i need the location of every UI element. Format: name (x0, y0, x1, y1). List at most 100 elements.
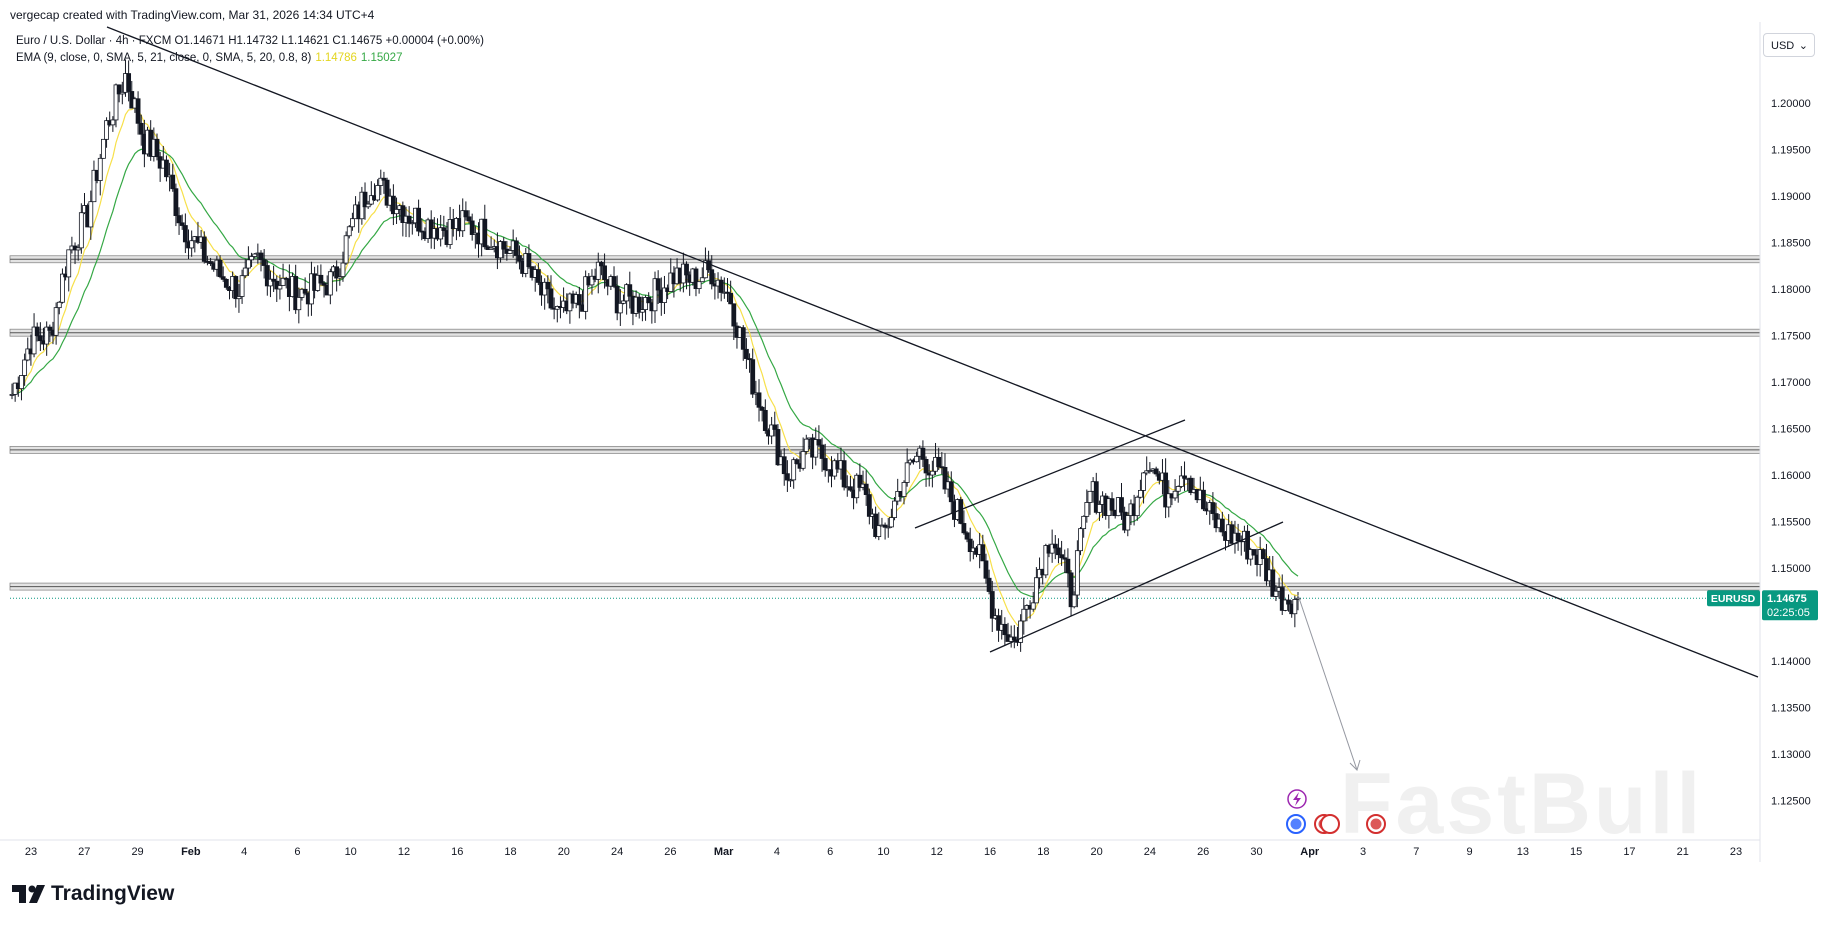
candle-body (409, 222, 415, 225)
candle-body (1235, 532, 1241, 542)
candle-body (362, 191, 368, 208)
candle-body (819, 444, 825, 459)
x-tick-label: 21 (1677, 846, 1689, 858)
candle-body (1068, 572, 1074, 608)
candle-body (747, 358, 752, 361)
currency-button[interactable]: USD ⌄ (1763, 33, 1815, 57)
x-tick-label: 7 (1413, 846, 1419, 858)
candle-body (920, 447, 926, 460)
candle-body (384, 179, 390, 206)
candle-body (88, 201, 94, 228)
candle-body (901, 482, 907, 497)
candle-body (876, 525, 882, 537)
currency-label: USD (1771, 40, 1795, 52)
candle-body (1062, 557, 1068, 560)
candle-body (261, 259, 267, 266)
candlesticks (9, 59, 1301, 652)
candle-body (784, 473, 790, 481)
price-tag-countdown: 02:25:05 (1767, 607, 1810, 619)
candle-body (438, 227, 444, 240)
candle-body (164, 159, 169, 178)
candle-body (964, 532, 970, 540)
candle-body (75, 247, 81, 251)
candle-body (264, 265, 270, 287)
y-tick-label: 1.13000 (1771, 749, 1811, 761)
indicator-legend[interactable]: EMA (9, close, 0, SMA, 5, 21, close, 0, … (16, 52, 402, 64)
candle-body (816, 439, 822, 446)
y-tick-label: 1.17000 (1771, 377, 1811, 389)
candle-body (97, 157, 103, 181)
candle-body (116, 84, 122, 95)
candle-body (772, 424, 778, 430)
candle-body (1251, 549, 1257, 556)
y-tick-label: 1.13500 (1771, 703, 1811, 715)
x-tick-label: 16 (984, 846, 996, 858)
x-tick-label: 10 (345, 846, 357, 858)
candle-body (1134, 496, 1140, 517)
candle-body (788, 479, 793, 482)
candle-body (34, 326, 40, 337)
candle-body (611, 276, 617, 287)
indicator-label: EMA (9, close, 0, SMA, 5, 21, close, 0, … (16, 52, 312, 64)
symbol-legend[interactable]: Euro / U.S. Dollar · 4h · FXCM O1.14671 … (16, 35, 484, 47)
candle-body (791, 459, 797, 481)
candle-body (803, 438, 809, 452)
ema-fast-line (11, 106, 1299, 626)
candle-body (781, 456, 787, 475)
candle-body (989, 591, 995, 619)
candle-body (245, 259, 251, 269)
candle-body (47, 326, 53, 331)
candle-body (182, 225, 188, 243)
x-tick-label: 6 (294, 846, 300, 858)
candle-body (813, 439, 819, 458)
x-tick-label: 24 (1144, 846, 1156, 858)
candle-body (101, 138, 106, 159)
candle-body (296, 297, 302, 311)
watermark: FastBull (1340, 756, 1704, 852)
candle-body (1021, 608, 1027, 622)
candle-body (904, 462, 910, 483)
candle-body (277, 285, 283, 290)
candle-body (113, 84, 119, 121)
candle-body (223, 278, 229, 288)
price-tag-value: 1.14675 (1767, 593, 1807, 605)
candle-body (1138, 490, 1143, 498)
tradingview-logo-icon (12, 885, 45, 903)
candle-body (501, 241, 507, 250)
candle-body (967, 538, 973, 553)
candle-body (513, 240, 519, 256)
candle-body (885, 526, 891, 529)
candle-body (662, 287, 667, 303)
candle-body (942, 466, 948, 490)
candle-body (416, 207, 422, 232)
x-tick-label: 4 (241, 846, 247, 858)
candle-body (1043, 545, 1049, 576)
candle-body (138, 122, 144, 135)
candle-body (794, 459, 800, 465)
candle-body (1201, 489, 1206, 510)
tradingview-logo[interactable]: TradingView (12, 882, 174, 906)
candle-body (1097, 504, 1102, 513)
x-tick-label: 18 (504, 846, 516, 858)
candle-body (740, 327, 746, 350)
candle-body (769, 424, 775, 437)
candle-body (636, 296, 642, 313)
candle-body (1188, 477, 1194, 494)
channel-upper-line (914, 419, 1186, 529)
candle-body (617, 302, 623, 314)
candle-body (857, 474, 863, 488)
x-tick-label: 10 (877, 846, 889, 858)
x-tick-label: 26 (664, 846, 676, 858)
candle-body (104, 120, 109, 140)
candle-body (996, 615, 1001, 631)
candle-body (365, 203, 371, 208)
x-tick-label: 20 (558, 846, 570, 858)
candle-body (699, 277, 705, 283)
x-axis-bg (0, 840, 1760, 862)
symbol-tag (1707, 590, 1760, 607)
candle-body (60, 273, 65, 303)
y-tick-label: 1.15500 (1771, 517, 1811, 529)
x-tick-label: 12 (931, 846, 943, 858)
candle-body (589, 275, 595, 286)
